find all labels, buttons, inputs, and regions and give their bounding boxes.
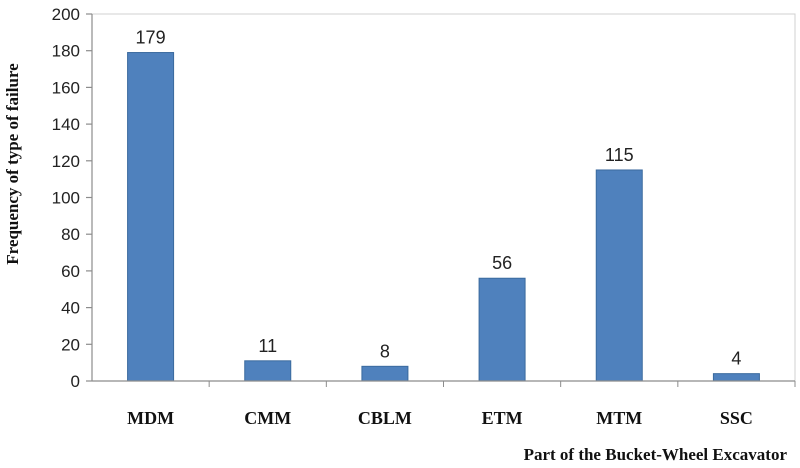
y-tick-label: 60 xyxy=(61,262,80,281)
x-tick-label-ssc: SSC xyxy=(720,408,753,428)
data-label-ssc: 4 xyxy=(731,349,741,369)
x-tick-label-mdm: MDM xyxy=(127,408,174,428)
bar-mdm xyxy=(127,52,175,382)
y-tick-label: 200 xyxy=(52,5,80,24)
bar-cblm xyxy=(361,365,409,382)
bar-etm xyxy=(478,277,526,382)
y-tick-label: 180 xyxy=(52,42,80,61)
y-axis: 0 20 40 60 80 100 120 140 160 180 200 xyxy=(52,5,93,391)
data-label-cmm: 11 xyxy=(258,336,277,356)
data-label-mtm: 115 xyxy=(605,145,634,165)
y-tick-label: 120 xyxy=(52,152,80,171)
y-axis-title: Frequency of type of failure xyxy=(3,63,22,265)
y-tick-label: 160 xyxy=(52,78,80,97)
bar-ssc xyxy=(712,373,760,382)
y-tick-label: 140 xyxy=(52,115,80,134)
y-tick-label: 0 xyxy=(71,372,80,391)
data-label-etm: 56 xyxy=(492,253,512,273)
x-tick-label-etm: ETM xyxy=(482,408,523,428)
data-label-cblm: 8 xyxy=(380,341,390,361)
x-tick-label-mtm: MTM xyxy=(596,408,642,428)
x-axis: MDM CMM CBLM ETM MTM SSC xyxy=(92,380,796,428)
x-tick-label-cblm: CBLM xyxy=(358,408,412,428)
y-tick-label: 20 xyxy=(61,335,80,354)
y-tick-label: 40 xyxy=(61,299,80,318)
data-labels: 179 11 8 56 115 4 xyxy=(136,28,742,369)
x-axis-title: Part of the Bucket-Wheel Excavator xyxy=(524,445,788,464)
data-label-mdm: 179 xyxy=(136,28,166,48)
y-tick-label: 100 xyxy=(52,189,80,208)
bar-cmm xyxy=(244,360,292,382)
bars xyxy=(127,52,760,382)
y-tick-label: 80 xyxy=(61,225,80,244)
bar-mtm xyxy=(595,169,643,382)
x-tick-label-cmm: CMM xyxy=(244,408,291,428)
